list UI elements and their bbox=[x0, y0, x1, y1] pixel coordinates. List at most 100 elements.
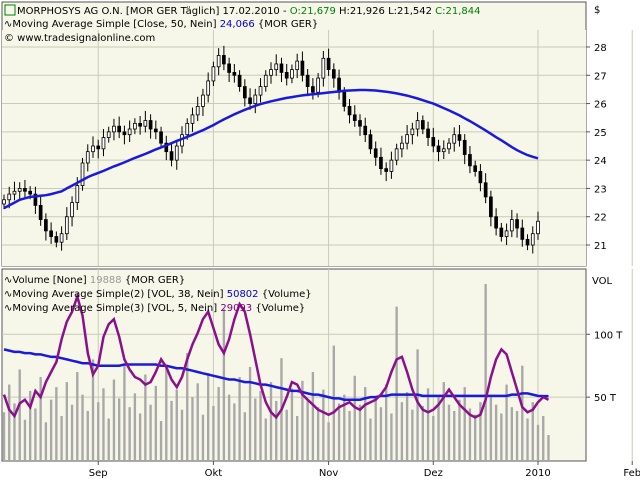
candle-body bbox=[468, 154, 472, 167]
x-axis: Sep Okt Nov Dez 2010 Feb bbox=[89, 461, 640, 479]
candle-body bbox=[269, 69, 273, 76]
volume-last-value: 19888 bbox=[90, 275, 122, 286]
volume-ma38-line bbox=[3, 348, 549, 401]
x-tick-label: Okt bbox=[205, 468, 223, 479]
volume-bar bbox=[432, 416, 435, 461]
candle-body bbox=[415, 120, 420, 130]
candle-body bbox=[70, 202, 74, 218]
volume-unit-label: VOL bbox=[592, 276, 613, 287]
candle-body bbox=[101, 137, 106, 150]
candle-body bbox=[49, 230, 53, 237]
candle-body bbox=[452, 134, 457, 144]
volume-bar bbox=[175, 389, 178, 461]
volume-bar bbox=[295, 416, 299, 461]
candle-body bbox=[12, 190, 17, 195]
candle-body bbox=[80, 162, 85, 187]
volume-bar bbox=[463, 387, 466, 461]
wave-icon: ∿ bbox=[4, 19, 12, 30]
volume-y-axis: 100 T 50 T bbox=[586, 330, 623, 404]
volume-bars bbox=[2, 284, 550, 461]
ma50-line bbox=[3, 88, 539, 210]
volume-bar bbox=[374, 398, 377, 461]
volume-legend-line-2: ∿Moving Average Simple(2) [VOL, 38, Nein… bbox=[4, 289, 312, 300]
volume-bar bbox=[526, 418, 529, 461]
price-y-tick-label: 23 bbox=[594, 184, 607, 195]
volume-bar bbox=[86, 410, 89, 461]
volume-bar bbox=[384, 384, 388, 461]
candle-body bbox=[28, 190, 33, 195]
volume-bar bbox=[34, 408, 37, 461]
candle-body bbox=[326, 57, 331, 71]
volume-bar bbox=[447, 404, 451, 461]
volume-bar bbox=[306, 399, 309, 461]
candle-body bbox=[127, 128, 132, 136]
volume-bar bbox=[254, 398, 257, 461]
candle-body bbox=[159, 131, 163, 144]
volume-bar bbox=[206, 373, 210, 461]
volume-bar bbox=[521, 365, 524, 461]
candle-body bbox=[504, 230, 509, 237]
volume-bar bbox=[8, 384, 11, 461]
volume-bar bbox=[405, 392, 409, 461]
candle-body bbox=[400, 142, 404, 150]
volume-bar bbox=[275, 400, 278, 461]
volume-bar bbox=[301, 380, 304, 461]
volume-bar bbox=[395, 306, 398, 461]
price-y-tick-label: 26 bbox=[594, 100, 607, 111]
volume-bar bbox=[458, 399, 461, 461]
candle-body bbox=[284, 72, 289, 79]
candle-body bbox=[216, 55, 221, 68]
candle-body bbox=[405, 134, 409, 144]
volume-bar bbox=[44, 422, 48, 461]
candle-body bbox=[305, 74, 310, 87]
candle-body bbox=[222, 55, 226, 65]
candle-body bbox=[478, 171, 483, 184]
volume-bar bbox=[186, 353, 189, 461]
candle-body bbox=[394, 148, 399, 161]
candle-body bbox=[263, 74, 268, 87]
candle-body bbox=[331, 69, 336, 79]
candle-body bbox=[489, 196, 493, 218]
candle-body bbox=[473, 165, 478, 172]
volume-bar bbox=[337, 403, 341, 461]
quote-close: C:21,844 bbox=[432, 6, 481, 17]
volume-bar bbox=[128, 407, 131, 461]
candle-body bbox=[33, 193, 38, 206]
candle-body bbox=[195, 105, 200, 116]
volume-bar bbox=[264, 418, 267, 461]
volume-legend-line-3: ∿Moving Average Simple(3) [VOL, 5, Nein]… bbox=[4, 303, 305, 314]
volume-bar bbox=[180, 409, 184, 461]
volume-bar bbox=[426, 388, 430, 461]
candle-body bbox=[347, 105, 352, 116]
volume-ma5-line bbox=[2, 292, 550, 420]
volume-bar bbox=[311, 372, 315, 461]
price-legend: MORPHOSYS AG O.N. [MOR GER Täglich] 17.0… bbox=[4, 4, 481, 44]
candle-body bbox=[237, 74, 242, 87]
candle-body bbox=[457, 134, 462, 141]
volume-bar bbox=[159, 421, 163, 461]
candle-body bbox=[153, 128, 158, 133]
volume-bar bbox=[290, 388, 294, 461]
volume-bar bbox=[28, 390, 32, 461]
candle-body bbox=[389, 159, 394, 172]
price-y-axis: 21 22 23 24 25 26 27 28 bbox=[586, 43, 607, 252]
candle-body bbox=[295, 60, 300, 71]
price-y-tick-label: 28 bbox=[594, 43, 607, 54]
candle-body bbox=[17, 188, 22, 192]
candle-body bbox=[373, 148, 378, 158]
candle-body bbox=[258, 86, 263, 96]
candle-body bbox=[133, 122, 137, 130]
volume-bar bbox=[269, 382, 273, 461]
candle-body bbox=[169, 151, 174, 161]
volume-bar bbox=[97, 402, 100, 461]
volume-bar bbox=[243, 412, 247, 461]
candle-body bbox=[190, 114, 195, 124]
volume-bar bbox=[316, 407, 320, 461]
candle-body bbox=[44, 219, 48, 232]
candle-body bbox=[38, 205, 43, 220]
candle-body bbox=[59, 233, 64, 243]
candle-body bbox=[7, 193, 12, 201]
volume-bar bbox=[442, 382, 445, 461]
volume-bar bbox=[505, 384, 508, 461]
volume-bar bbox=[65, 382, 69, 461]
